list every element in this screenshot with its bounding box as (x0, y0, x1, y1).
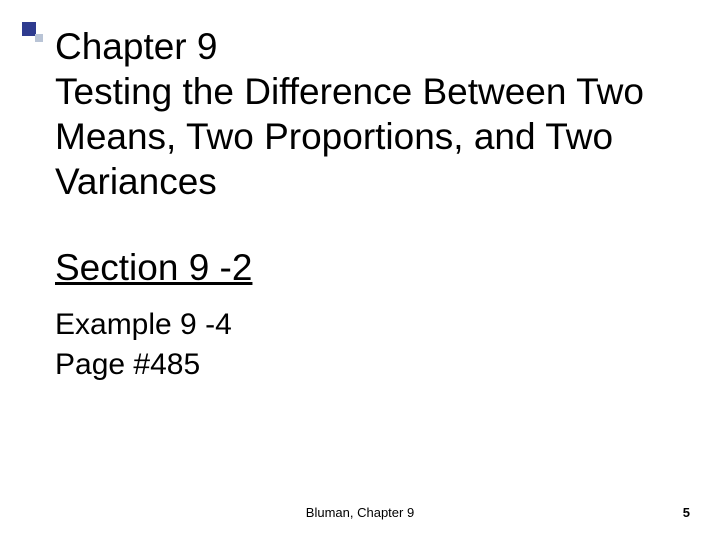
section-heading: Section 9 -2 (55, 245, 680, 291)
slide: Chapter 9 Testing the Difference Between… (0, 0, 720, 540)
footer-center: Bluman, Chapter 9 (0, 505, 720, 520)
accent-square-large (22, 22, 36, 36)
page-ref-line: Page #485 (55, 345, 680, 386)
content-area: Chapter 9 Testing the Difference Between… (55, 24, 680, 386)
title-line-1: Chapter 9 (55, 26, 218, 67)
title-line-2: Testing the Difference Between Two Means… (55, 71, 644, 202)
chapter-title: Chapter 9 Testing the Difference Between… (55, 24, 680, 205)
footer-page-number: 5 (683, 505, 690, 520)
accent-square-small (35, 34, 43, 42)
corner-accent (22, 22, 44, 44)
example-line: Example 9 -4 (55, 305, 680, 346)
